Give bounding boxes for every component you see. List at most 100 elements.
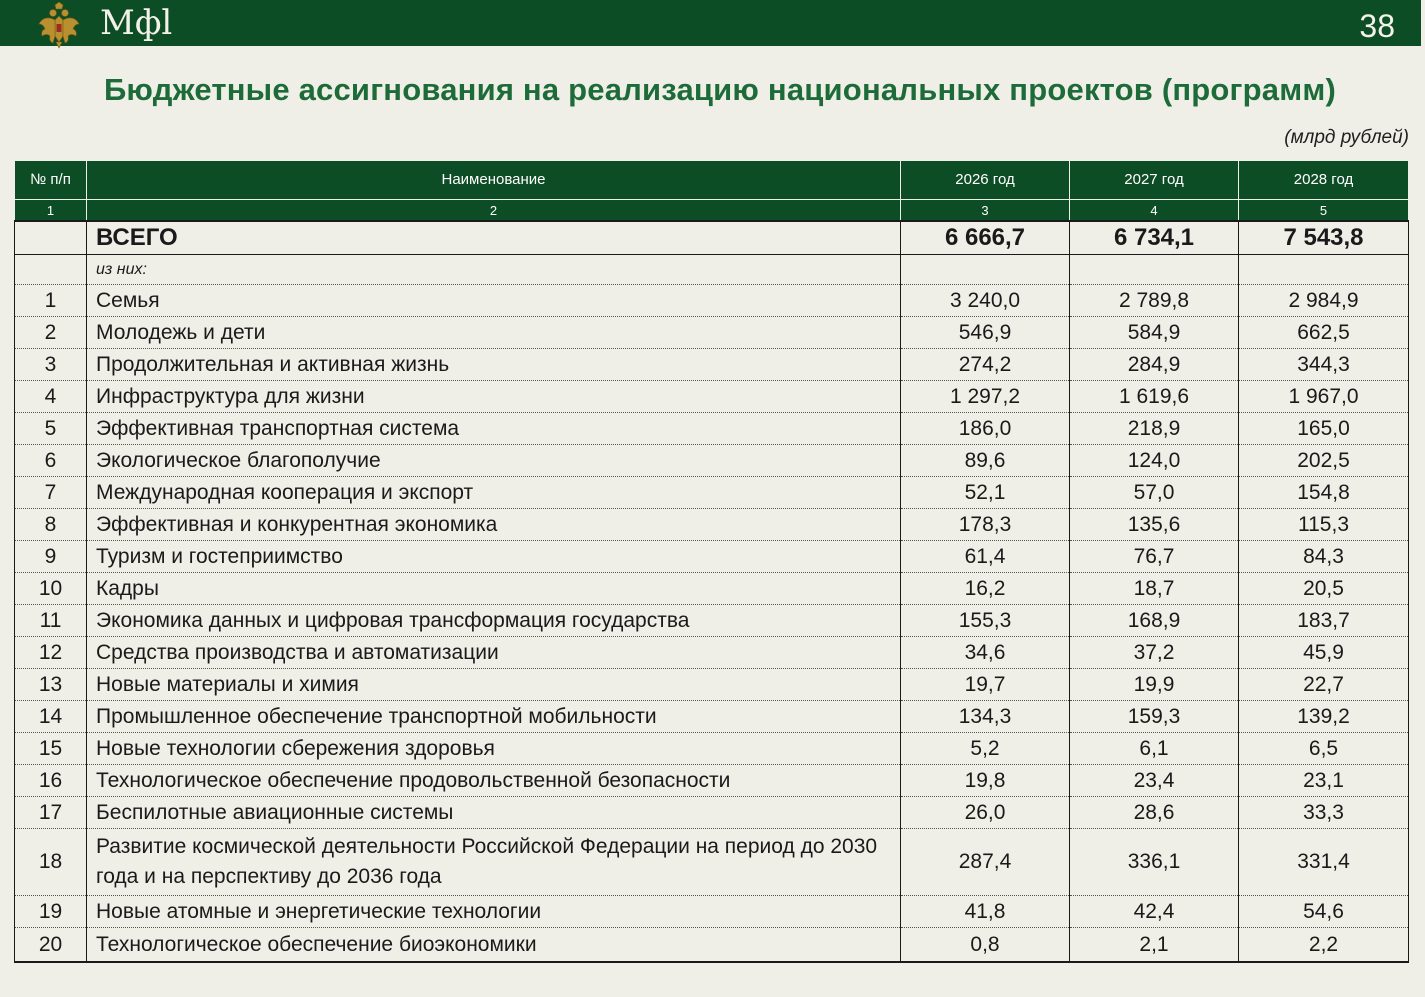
row-value-2027: 218,9 bbox=[1069, 412, 1239, 445]
table-row: 12 Средства производства и автоматизации 3… bbox=[14, 636, 1409, 669]
units-note: (млрд рублей) bbox=[1284, 127, 1409, 148]
table-row: 3 Продолжительная и активная жизнь 274,2 28… bbox=[14, 348, 1409, 381]
row-number: 14 bbox=[14, 700, 87, 733]
row-value-2026: 0,8 bbox=[900, 927, 1070, 963]
table-row: 9 Туризм и гостеприимство 61,4 76,7 84,3 bbox=[14, 540, 1409, 573]
subheading-empty-2026 bbox=[900, 254, 1070, 285]
row-number: 19 bbox=[14, 895, 87, 928]
row-value-2028: 33,3 bbox=[1238, 796, 1409, 829]
subheading-number-cell bbox=[14, 254, 87, 285]
table-row: 7 Международная кооперация и экспорт 52,1 5… bbox=[14, 476, 1409, 509]
row-value-2026: 546,9 bbox=[900, 316, 1070, 349]
table-row: 17 Беспилотные авиационные системы 26,0 28,… bbox=[14, 796, 1409, 829]
row-number: 10 bbox=[14, 572, 87, 605]
row-value-2026: 34,6 bbox=[900, 636, 1070, 669]
column-numbers-row: 1 2 3 4 5 bbox=[14, 199, 1409, 222]
column-header-2028: 2028 год bbox=[1238, 160, 1409, 200]
total-label: ВСЕГО bbox=[86, 220, 901, 255]
total-2027: 6 734,1 bbox=[1069, 220, 1239, 255]
row-number: 20 bbox=[14, 927, 87, 963]
table-row: 6 Экологическое благополучие 89,6 124,0 202,… bbox=[14, 444, 1409, 477]
row-value-2027: 18,7 bbox=[1069, 572, 1239, 605]
row-name: Технологическое обеспечение продовольств… bbox=[86, 764, 901, 797]
table-row: 11 Экономика данных и цифровая трансформа… bbox=[14, 604, 1409, 637]
table-row: 15 Новые технологии сбережения здоровья 5,… bbox=[14, 732, 1409, 765]
row-number: 13 bbox=[14, 668, 87, 701]
row-value-2027: 135,6 bbox=[1069, 508, 1239, 541]
row-value-2027: 124,0 bbox=[1069, 444, 1239, 477]
row-value-2028: 662,5 bbox=[1238, 316, 1409, 349]
row-name: Средства производства и автоматизации bbox=[86, 636, 901, 669]
row-name: Кадры bbox=[86, 572, 901, 605]
row-value-2026: 3 240,0 bbox=[900, 284, 1070, 317]
row-value-2026: 61,4 bbox=[900, 540, 1070, 573]
row-value-2028: 20,5 bbox=[1238, 572, 1409, 605]
row-value-2028: 6,5 bbox=[1238, 732, 1409, 765]
table-row: 10 Кадры 16,2 18,7 20,5 bbox=[14, 572, 1409, 605]
subheading-label: из них: bbox=[86, 254, 901, 285]
row-value-2028: 154,8 bbox=[1238, 476, 1409, 509]
row-value-2027: 6,1 bbox=[1069, 732, 1239, 765]
row-value-2027: 23,4 bbox=[1069, 764, 1239, 797]
ministry-logo-text: Мфl bbox=[100, 3, 173, 43]
row-value-2028: 165,0 bbox=[1238, 412, 1409, 445]
row-name: Эффективная и конкурентная экономика bbox=[86, 508, 901, 541]
row-value-2026: 274,2 bbox=[900, 348, 1070, 381]
row-number: 3 bbox=[14, 348, 87, 381]
row-value-2026: 186,0 bbox=[900, 412, 1070, 445]
total-number-cell bbox=[14, 220, 87, 255]
budget-table: № п/п Наименование 2026 год 2027 год 202… bbox=[14, 160, 1409, 963]
row-name: Новые атомные и энергетические технологи… bbox=[86, 895, 901, 928]
row-value-2026: 19,7 bbox=[900, 668, 1070, 701]
row-value-2028: 84,3 bbox=[1238, 540, 1409, 573]
row-value-2027: 42,4 bbox=[1069, 895, 1239, 928]
row-number: 9 bbox=[14, 540, 87, 573]
row-value-2028: 202,5 bbox=[1238, 444, 1409, 477]
row-value-2026: 5,2 bbox=[900, 732, 1070, 765]
row-value-2026: 178,3 bbox=[900, 508, 1070, 541]
table-row: 8 Эффективная и конкурентная экономика 178… bbox=[14, 508, 1409, 541]
column-number-3: 3 bbox=[900, 199, 1070, 222]
row-value-2027: 284,9 bbox=[1069, 348, 1239, 381]
row-value-2028: 139,2 bbox=[1238, 700, 1409, 733]
row-value-2027: 28,6 bbox=[1069, 796, 1239, 829]
row-number: 11 bbox=[14, 604, 87, 637]
row-value-2027: 76,7 bbox=[1069, 540, 1239, 573]
row-number: 6 bbox=[14, 444, 87, 477]
total-row: ВСЕГО 6 666,7 6 734,1 7 543,8 bbox=[14, 220, 1409, 255]
row-value-2028: 2,2 bbox=[1238, 927, 1409, 963]
row-number: 8 bbox=[14, 508, 87, 541]
row-value-2028: 23,1 bbox=[1238, 764, 1409, 797]
row-value-2026: 26,0 bbox=[900, 796, 1070, 829]
row-number: 2 bbox=[14, 316, 87, 349]
row-name: Продолжительная и активная жизнь bbox=[86, 348, 901, 381]
row-name: Беспилотные авиационные системы bbox=[86, 796, 901, 829]
column-header-2026: 2026 год bbox=[900, 160, 1070, 200]
row-value-2026: 16,2 bbox=[900, 572, 1070, 605]
row-value-2028: 1 967,0 bbox=[1238, 380, 1409, 413]
subheading-row: из них: bbox=[14, 254, 1409, 285]
row-name: Туризм и гостеприимство bbox=[86, 540, 901, 573]
total-2028: 7 543,8 bbox=[1238, 220, 1409, 255]
row-value-2028: 54,6 bbox=[1238, 895, 1409, 928]
row-name: Развитие космической деятельности Россий… bbox=[86, 828, 901, 896]
row-value-2026: 1 297,2 bbox=[900, 380, 1070, 413]
row-name: Международная кооперация и экспорт bbox=[86, 476, 901, 509]
row-number: 7 bbox=[14, 476, 87, 509]
subheading-empty-2028 bbox=[1238, 254, 1409, 285]
row-value-2027: 37,2 bbox=[1069, 636, 1239, 669]
row-value-2026: 41,8 bbox=[900, 895, 1070, 928]
row-value-2026: 155,3 bbox=[900, 604, 1070, 637]
table-row: 14 Промышленное обеспечение транспортной … bbox=[14, 700, 1409, 733]
row-value-2028: 331,4 bbox=[1238, 828, 1409, 896]
row-value-2026: 287,4 bbox=[900, 828, 1070, 896]
column-number-2: 2 bbox=[86, 199, 901, 222]
row-name: Семья bbox=[86, 284, 901, 317]
row-name: Инфраструктура для жизни bbox=[86, 380, 901, 413]
table-header-row: № п/п Наименование 2026 год 2027 год 202… bbox=[14, 160, 1409, 200]
table-row: 20 Технологическое обеспечение биоэкономи… bbox=[14, 927, 1409, 963]
column-number-5: 5 bbox=[1238, 199, 1409, 222]
row-number: 5 bbox=[14, 412, 87, 445]
row-name: Экологическое благополучие bbox=[86, 444, 901, 477]
